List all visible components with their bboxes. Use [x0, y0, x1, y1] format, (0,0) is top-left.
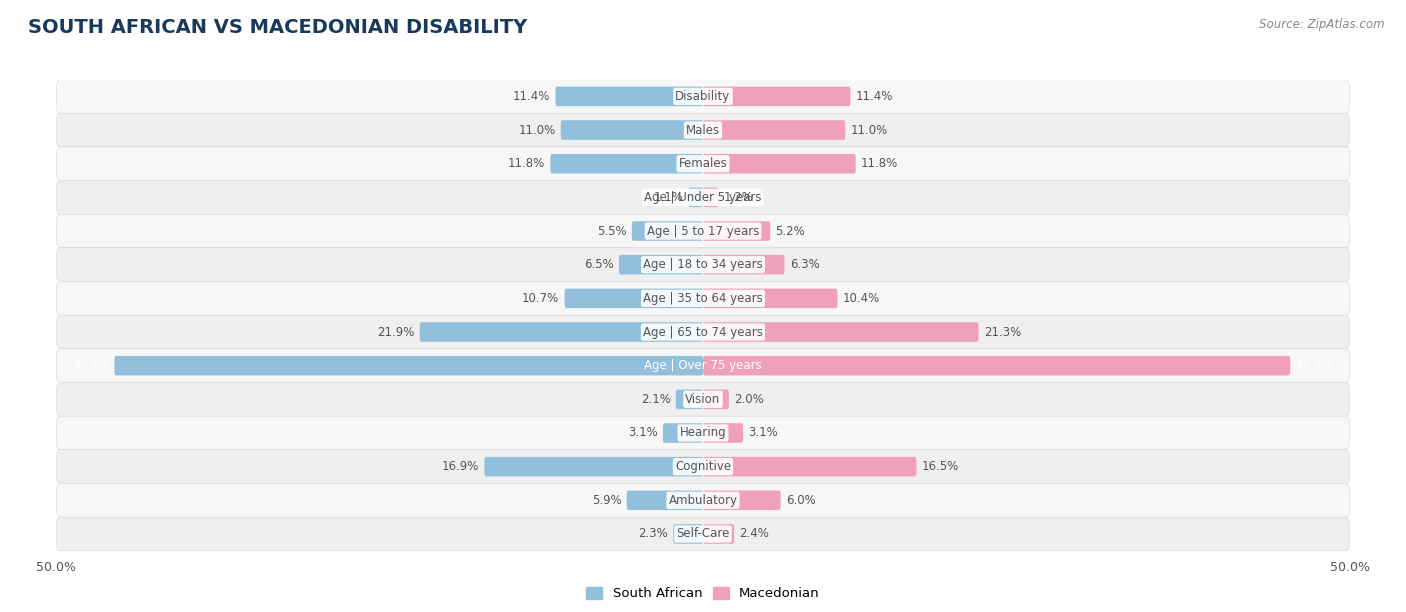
FancyBboxPatch shape: [703, 524, 734, 543]
FancyBboxPatch shape: [56, 382, 1350, 416]
FancyBboxPatch shape: [703, 356, 1291, 375]
Text: 45.5%: 45.5%: [72, 359, 110, 372]
Text: 21.3%: 21.3%: [984, 326, 1021, 338]
FancyBboxPatch shape: [56, 214, 1350, 248]
FancyBboxPatch shape: [56, 450, 1350, 483]
FancyBboxPatch shape: [703, 154, 856, 173]
Legend: South African, Macedonian: South African, Macedonian: [581, 581, 825, 605]
FancyBboxPatch shape: [703, 424, 744, 442]
FancyBboxPatch shape: [703, 457, 917, 476]
Text: 16.5%: 16.5%: [921, 460, 959, 473]
FancyBboxPatch shape: [56, 416, 1350, 450]
Text: 11.4%: 11.4%: [856, 90, 893, 103]
Text: Age | Over 75 years: Age | Over 75 years: [644, 359, 762, 372]
Text: Age | 65 to 74 years: Age | 65 to 74 years: [643, 326, 763, 338]
Text: 10.7%: 10.7%: [522, 292, 560, 305]
Text: Ambulatory: Ambulatory: [668, 494, 738, 507]
FancyBboxPatch shape: [555, 87, 703, 106]
FancyBboxPatch shape: [56, 113, 1350, 147]
FancyBboxPatch shape: [56, 282, 1350, 315]
FancyBboxPatch shape: [703, 87, 851, 106]
Text: 11.8%: 11.8%: [860, 157, 898, 170]
Text: Age | 5 to 17 years: Age | 5 to 17 years: [647, 225, 759, 237]
FancyBboxPatch shape: [56, 349, 1350, 382]
FancyBboxPatch shape: [420, 323, 703, 341]
Text: 2.0%: 2.0%: [734, 393, 763, 406]
FancyBboxPatch shape: [56, 517, 1350, 551]
FancyBboxPatch shape: [662, 424, 703, 442]
FancyBboxPatch shape: [673, 524, 703, 543]
Text: 3.1%: 3.1%: [628, 427, 658, 439]
Text: Vision: Vision: [685, 393, 721, 406]
Text: Age | Under 5 years: Age | Under 5 years: [644, 191, 762, 204]
Text: 6.0%: 6.0%: [786, 494, 815, 507]
Text: 11.4%: 11.4%: [513, 90, 550, 103]
Text: 16.9%: 16.9%: [441, 460, 479, 473]
FancyBboxPatch shape: [703, 289, 838, 308]
FancyBboxPatch shape: [56, 181, 1350, 214]
Text: 6.3%: 6.3%: [790, 258, 820, 271]
Text: 5.5%: 5.5%: [598, 225, 627, 237]
FancyBboxPatch shape: [703, 390, 728, 409]
Text: Age | 18 to 34 years: Age | 18 to 34 years: [643, 258, 763, 271]
Text: Disability: Disability: [675, 90, 731, 103]
Text: 3.1%: 3.1%: [748, 427, 778, 439]
Text: 1.2%: 1.2%: [724, 191, 754, 204]
FancyBboxPatch shape: [114, 356, 703, 375]
FancyBboxPatch shape: [565, 289, 703, 308]
FancyBboxPatch shape: [56, 147, 1350, 181]
FancyBboxPatch shape: [56, 248, 1350, 282]
FancyBboxPatch shape: [703, 323, 979, 341]
FancyBboxPatch shape: [676, 390, 703, 409]
Text: Hearing: Hearing: [679, 427, 727, 439]
FancyBboxPatch shape: [703, 188, 718, 207]
Text: 1.1%: 1.1%: [654, 191, 683, 204]
FancyBboxPatch shape: [703, 222, 770, 241]
FancyBboxPatch shape: [550, 154, 703, 173]
Text: 10.4%: 10.4%: [842, 292, 880, 305]
Text: 5.2%: 5.2%: [776, 225, 806, 237]
FancyBboxPatch shape: [689, 188, 703, 207]
Text: 2.4%: 2.4%: [740, 528, 769, 540]
Text: Self-Care: Self-Care: [676, 528, 730, 540]
Text: 2.1%: 2.1%: [641, 393, 671, 406]
FancyBboxPatch shape: [56, 80, 1350, 113]
FancyBboxPatch shape: [627, 491, 703, 510]
FancyBboxPatch shape: [485, 457, 703, 476]
Text: 45.4%: 45.4%: [1295, 359, 1333, 372]
Text: 11.0%: 11.0%: [851, 124, 887, 136]
Text: SOUTH AFRICAN VS MACEDONIAN DISABILITY: SOUTH AFRICAN VS MACEDONIAN DISABILITY: [28, 18, 527, 37]
FancyBboxPatch shape: [619, 255, 703, 274]
Text: Females: Females: [679, 157, 727, 170]
FancyBboxPatch shape: [56, 315, 1350, 349]
FancyBboxPatch shape: [631, 222, 703, 241]
Text: 11.8%: 11.8%: [508, 157, 546, 170]
FancyBboxPatch shape: [703, 255, 785, 274]
Text: Source: ZipAtlas.com: Source: ZipAtlas.com: [1260, 18, 1385, 31]
Text: 6.5%: 6.5%: [583, 258, 614, 271]
FancyBboxPatch shape: [56, 483, 1350, 517]
FancyBboxPatch shape: [703, 121, 845, 140]
FancyBboxPatch shape: [703, 491, 780, 510]
FancyBboxPatch shape: [561, 121, 703, 140]
Text: Age | 35 to 64 years: Age | 35 to 64 years: [643, 292, 763, 305]
Text: 11.0%: 11.0%: [519, 124, 555, 136]
Text: 2.3%: 2.3%: [638, 528, 668, 540]
Text: Cognitive: Cognitive: [675, 460, 731, 473]
Text: 5.9%: 5.9%: [592, 494, 621, 507]
Text: Males: Males: [686, 124, 720, 136]
Text: 21.9%: 21.9%: [377, 326, 415, 338]
